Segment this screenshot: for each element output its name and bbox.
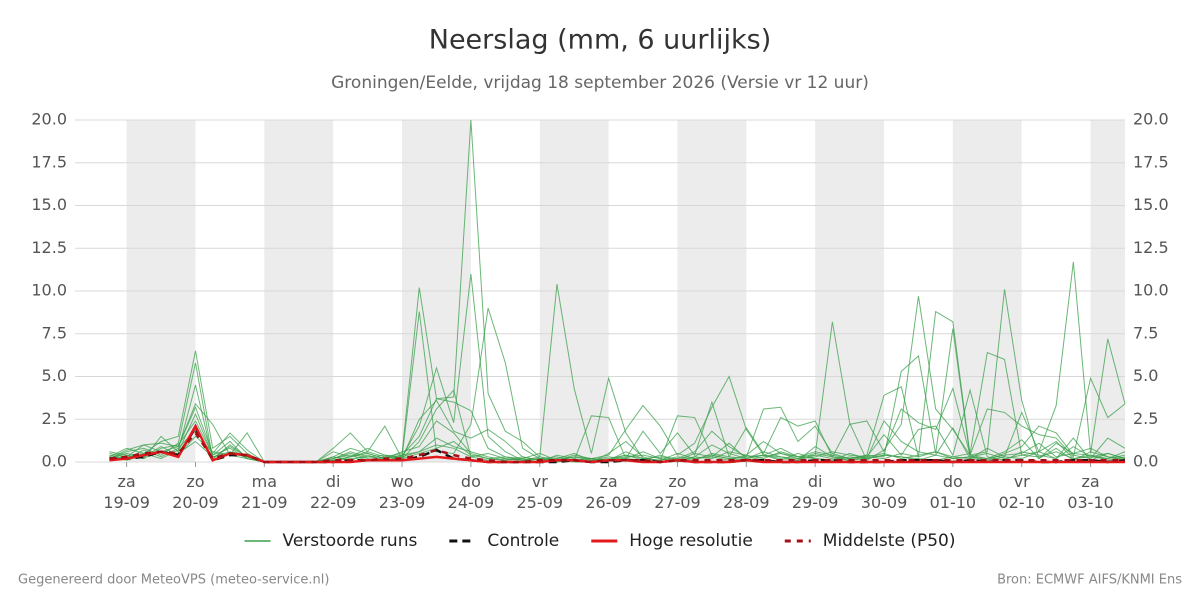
x-tick-label-line: 23-09	[379, 493, 426, 512]
x-tick-label-line: ma	[734, 472, 759, 491]
x-tick-label-line: za	[600, 472, 618, 491]
x-tick-label: za 19-09	[103, 472, 150, 512]
x-tick-label-line: ma	[252, 472, 277, 491]
footer-right: Bron: ECMWF AIFS/KNMI Ens	[997, 573, 1182, 588]
y-tick-label: 20.0	[31, 110, 67, 129]
x-tick-label-line: za	[1081, 472, 1099, 491]
x-tick-label: do 24-09	[448, 472, 495, 512]
x-tick-label-line: 28-09	[723, 493, 770, 512]
legend-label: Verstoorde runs	[283, 531, 418, 551]
y2-tick-label: 7.5	[1133, 323, 1158, 342]
y2-tick-label: 0.0	[1133, 452, 1158, 471]
x-tick-label: di 29-09	[792, 472, 839, 512]
y-tick-label: 10.0	[31, 281, 67, 300]
y2-tick-label: 12.5	[1133, 238, 1169, 257]
x-tick-label-line: 19-09	[103, 493, 150, 512]
x-tick-label: vr 25-09	[517, 472, 564, 512]
x-tick-label: ma 28-09	[723, 472, 770, 512]
x-tick-label-line: 21-09	[241, 493, 288, 512]
x-tick-label-line: 27-09	[654, 493, 701, 512]
x-tick-label-line: 25-09	[517, 493, 564, 512]
x-tick-label: wo 30-09	[861, 472, 908, 512]
x-tick-label-line: 22-09	[310, 493, 357, 512]
legend: Verstoorde runs Controle Hoge resolutie Mid…	[244, 531, 956, 551]
y-tick-label: 0.0	[42, 452, 67, 471]
x-tick-label-line: do	[461, 472, 481, 491]
x-tick-label-line: 24-09	[448, 493, 495, 512]
y-tick-label: 7.5	[42, 323, 67, 342]
x-tick-label: zo 27-09	[654, 472, 701, 512]
legend-label: Hoge resolutie	[629, 531, 753, 551]
y2-tick-label: 5.0	[1133, 366, 1158, 385]
chart-subtitle: Groningen/Eelde, vrijdag 18 september 20…	[331, 73, 869, 93]
y2-tick-label: 10.0	[1133, 281, 1169, 300]
footer-left: Gegenereerd door MeteoVPS (meteo-service…	[18, 573, 329, 588]
x-tick-label-line: zo	[668, 472, 686, 491]
chart-title: Neerslag (mm, 6 uurlijks)	[429, 25, 771, 56]
y-tick-label: 12.5	[31, 238, 67, 257]
y2-tick-label: 15.0	[1133, 195, 1169, 214]
y-tick-label: 2.5	[42, 409, 67, 428]
x-tick-label-line: 20-09	[172, 493, 219, 512]
x-tick-label-line: 02-10	[998, 493, 1045, 512]
x-tick-label-line: do	[943, 472, 963, 491]
x-tick-label-line: 03-10	[1067, 493, 1114, 512]
x-tick-label-line: 29-09	[792, 493, 839, 512]
y2-tick-label: 2.5	[1133, 409, 1158, 428]
x-tick-label-line: di	[808, 472, 823, 491]
x-tick-label: za 03-10	[1067, 472, 1114, 512]
y-tick-label: 5.0	[42, 366, 67, 385]
x-tick-label: za 26-09	[585, 472, 632, 512]
x-tick-label: zo 20-09	[172, 472, 219, 512]
y-tick-label: 15.0	[31, 195, 67, 214]
legend-label: Middelste (P50)	[823, 531, 956, 551]
y2-tick-label: 17.5	[1133, 152, 1169, 171]
x-tick-label-line: 26-09	[585, 493, 632, 512]
x-tick-label: di 22-09	[310, 472, 357, 512]
y2-tick-label: 20.0	[1133, 110, 1169, 129]
x-tick-label-line: di	[326, 472, 341, 491]
x-tick-label: do 01-10	[930, 472, 977, 512]
series-line	[109, 430, 1125, 464]
x-tick-label-line: vr	[532, 472, 548, 491]
x-tick-label-line: 01-10	[930, 493, 977, 512]
legend-label: Controle	[487, 531, 559, 551]
x-tick-label-line: 30-09	[861, 493, 908, 512]
x-tick-label-line: wo	[391, 472, 414, 491]
x-tick-label-line: wo	[873, 472, 896, 491]
x-tick-label-line: za	[118, 472, 136, 491]
x-tick-label-line: zo	[186, 472, 204, 491]
y-tick-label: 17.5	[31, 152, 67, 171]
x-tick-label: vr 02-10	[998, 472, 1045, 512]
x-tick-label: wo 23-09	[379, 472, 426, 512]
x-tick-label: ma 21-09	[241, 472, 288, 512]
x-tick-label-line: vr	[1014, 472, 1030, 491]
